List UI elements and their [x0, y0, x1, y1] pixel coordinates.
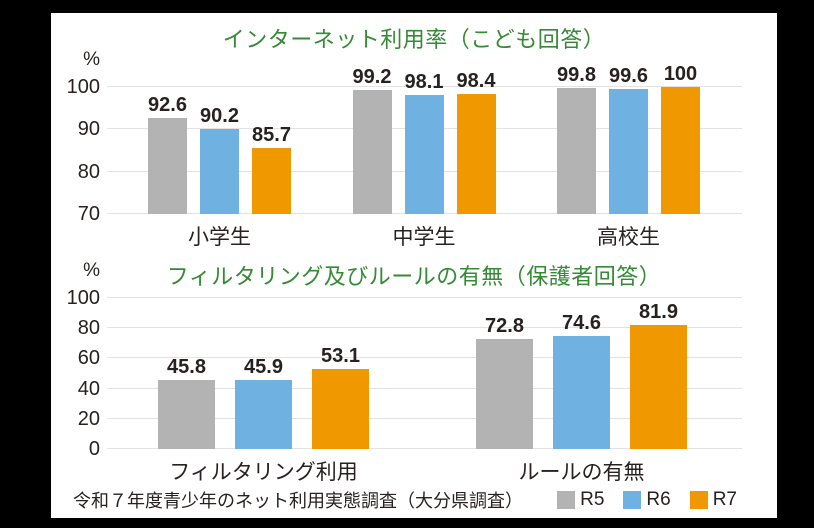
bar-group: 99.8 99.6 100 高校生: [557, 64, 700, 249]
bar-group: 92.6 90.2 85.7 小学生: [148, 87, 291, 249]
gridline: [107, 417, 742, 419]
source-text: 令和７年度青少年のネット利用実態調査（大分県調査）: [73, 491, 523, 511]
bar-value-label: 74.6: [562, 312, 601, 335]
x-category-label: ルールの有無: [518, 461, 645, 484]
legend-label-r5: R5: [580, 489, 605, 510]
y-axis: % 100 90 80 70: [51, 50, 107, 225]
x-category-label: 高校生: [597, 226, 660, 249]
gridline: [107, 297, 742, 298]
bar-r7: 53.1: [312, 346, 369, 449]
bar-r6: 74.6: [553, 313, 610, 449]
filtering-rules-chart: フィルタリング及びルールの有無（保護者回答）% 100 80 60 40 20 0 45.8 4…: [51, 261, 777, 484]
y-tick-label: 80: [77, 317, 100, 340]
bar-group: 99.2 98.1 98.4 中学生: [352, 67, 496, 249]
legend-swatch-r7: [689, 491, 708, 509]
gridline: [107, 86, 742, 87]
bar-value-label: 99.6: [609, 64, 648, 87]
gridline: [107, 357, 742, 359]
legend-swatch-r5: [557, 491, 576, 509]
x-category-label: 小学生: [188, 226, 251, 249]
y-tick-label: 70: [77, 203, 100, 225]
bar-value-label: 45.9: [244, 355, 283, 378]
bar-groups: 45.8 45.9 53.1 フィルタリング利用 72.8 74.6 81.9 ルールの有無: [107, 298, 742, 484]
y-tick-label: 100: [66, 287, 100, 309]
legend-item-r5: R5: [557, 489, 604, 511]
bar-r7: 100: [661, 64, 700, 214]
legend-item-r7: R7: [689, 489, 737, 511]
chart-card: インターネット利用率（こども回答）% 100 90 80 70 92.6 90.2 85.7 小…: [51, 13, 777, 518]
bar-r5: 92.6: [148, 95, 187, 214]
y-tick-label: 40: [77, 377, 100, 400]
bar-value-label: 72.8: [485, 315, 524, 338]
plot-area: 45.8 45.9 53.1 フィルタリング利用 72.8 74.6 81.9 ルールの有無: [107, 297, 742, 484]
y-tick-label: 80: [77, 160, 100, 183]
chart-title: フィルタリング及びルールの有無（保護者回答）: [166, 264, 662, 289]
bar-r5: 99.8: [557, 65, 596, 214]
chart-title: インターネット利用率（こども回答）: [222, 27, 606, 52]
bar-r5: 99.2: [352, 67, 392, 214]
bar-groups: 92.6 90.2 85.7 小学生 99.2 98.1 98.4 中学生 99.8 99.6 10…: [107, 64, 742, 249]
bar-r6: 99.6: [609, 66, 648, 214]
x-category-label: 中学生: [392, 226, 456, 249]
bar-value-label: 90.2: [200, 104, 239, 127]
bar-value-label: 99.2: [352, 66, 392, 89]
bar-r6: 45.9: [235, 357, 292, 449]
bar-group: 45.8 45.9 53.1 フィルタリング利用: [158, 298, 369, 484]
bar-r7: 81.9: [630, 302, 687, 449]
y-tick-label: 90: [77, 118, 100, 141]
bar-value-label: 45.8: [167, 355, 206, 378]
bar-value-label: 98.1: [404, 71, 444, 94]
y-tick-label: 0: [88, 438, 100, 460]
bar-r6: 90.2: [200, 106, 239, 214]
legend-label-r6: R6: [646, 489, 671, 510]
bar-value-label: 100: [663, 63, 698, 85]
legend-swatch-r6: [623, 491, 642, 509]
y-axis-unit-label: %: [83, 260, 100, 281]
legend-label-r7: R7: [712, 489, 737, 510]
bar-value-label: 98.4: [456, 69, 496, 92]
footer: 令和７年度青少年のネット利用実態調査（大分県調査） R5 R6 R7: [73, 487, 737, 513]
x-category-label: フィルタリング利用: [169, 461, 358, 484]
bar-group: 72.8 74.6 81.9 ルールの有無: [476, 298, 687, 484]
internet-usage-chart: インターネット利用率（こども回答）% 100 90 80 70 92.6 90.2 85.7 小…: [51, 27, 777, 250]
bar-value-label: 92.6: [148, 94, 187, 117]
bar-r7: 98.4: [456, 71, 496, 214]
bar-value-label: 85.7: [252, 123, 291, 146]
gridline: [107, 448, 742, 449]
y-axis: % 100 80 60 40 20 0: [51, 261, 107, 460]
legend: R5 R6 R7: [557, 489, 737, 511]
legend-item-r6: R6: [623, 489, 671, 511]
y-tick-label: 100: [66, 76, 100, 98]
y-tick-label: 60: [77, 347, 100, 370]
plot-area: 92.6 90.2 85.7 小学生 99.2 98.1 98.4 中学生 99.8 99.6 10…: [107, 64, 742, 249]
bar-r7: 85.7: [252, 125, 291, 214]
gridline: [107, 387, 742, 389]
gridline: [107, 327, 742, 329]
bar-r5: 45.8: [158, 357, 215, 449]
bar-r6: 98.1: [404, 72, 444, 214]
plot: % 100 80 60 40 20 0 45.8 45.9 53.1 フィルタリング利用 72.8 74…: [51, 261, 742, 484]
bar-value-label: 53.1: [321, 344, 360, 367]
bar-value-label: 81.9: [639, 301, 678, 324]
y-tick-label: 20: [77, 407, 100, 430]
plot: % 100 90 80 70 92.6 90.2 85.7 小学生 99.2 98.1 98.4 中学生…: [51, 50, 742, 249]
bar-value-label: 99.8: [557, 63, 596, 86]
y-axis-unit-label: %: [83, 49, 100, 70]
bar-r5: 72.8: [476, 316, 533, 449]
